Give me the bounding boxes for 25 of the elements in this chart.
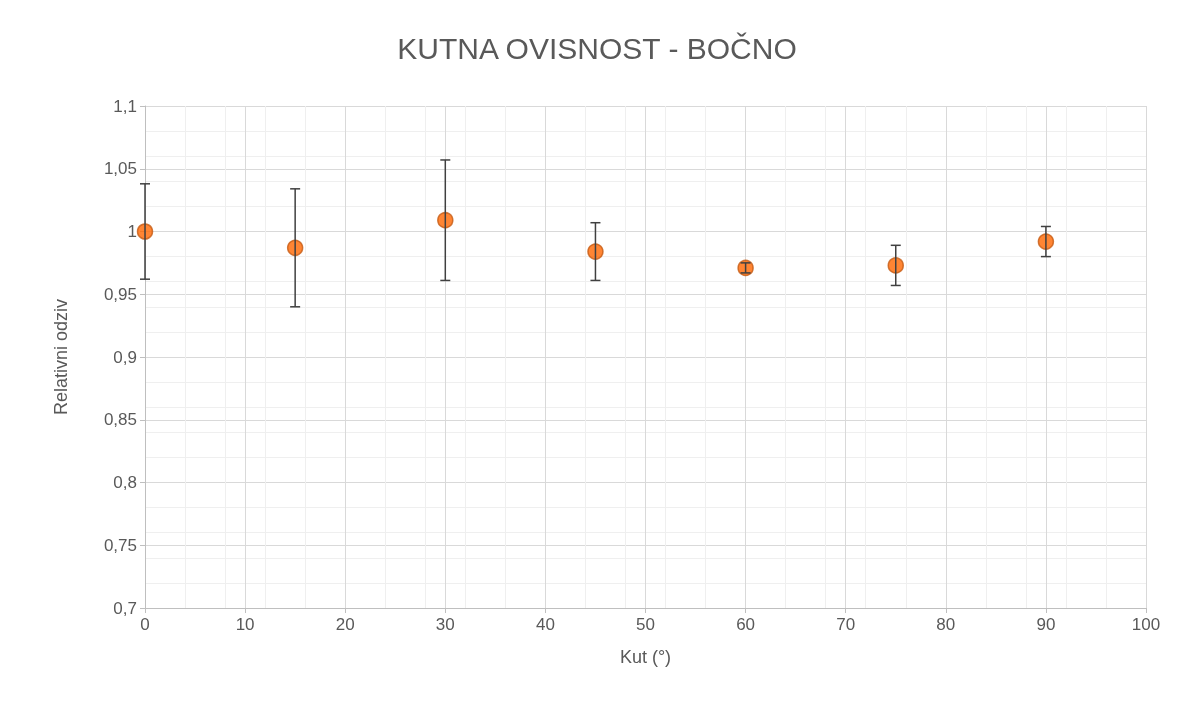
x-tick-label: 80 bbox=[936, 615, 956, 634]
x-tick-label: 0 bbox=[140, 615, 150, 634]
x-tick-label: 10 bbox=[235, 615, 255, 634]
y-tick-label: 1 bbox=[127, 222, 137, 241]
y-tick-label: 0,75 bbox=[103, 535, 137, 555]
y-tick-label: 0,7 bbox=[113, 598, 137, 618]
x-tick-label: 20 bbox=[335, 615, 355, 634]
point bbox=[587, 243, 604, 260]
point bbox=[437, 211, 454, 229]
x-tick-label: 50 bbox=[636, 615, 655, 634]
y-tick-label: 0,85 bbox=[103, 410, 137, 430]
y-tick-label: 1,05 bbox=[103, 159, 137, 179]
y-tick-label: 1,1 bbox=[113, 96, 137, 116]
y-tick-label: 0,9 bbox=[113, 347, 137, 367]
x-axis-title: Kut (°) bbox=[619, 647, 672, 667]
x-tick-label: 30 bbox=[435, 615, 455, 634]
y-axis-title: Relativni odziv bbox=[51, 298, 71, 416]
chart-title: KUTNA OVISNOST - BOČNO bbox=[397, 31, 797, 65]
x-tick-label: 90 bbox=[1036, 615, 1056, 634]
y-tick-label: 0,8 bbox=[113, 473, 137, 492]
x-tick-label: 60 bbox=[736, 615, 756, 634]
y-tick-label: 0,95 bbox=[103, 284, 137, 304]
x-tick-label: 40 bbox=[535, 615, 555, 634]
x-tick-label: 70 bbox=[836, 615, 856, 634]
x-tick-label: 100 bbox=[1131, 615, 1161, 634]
